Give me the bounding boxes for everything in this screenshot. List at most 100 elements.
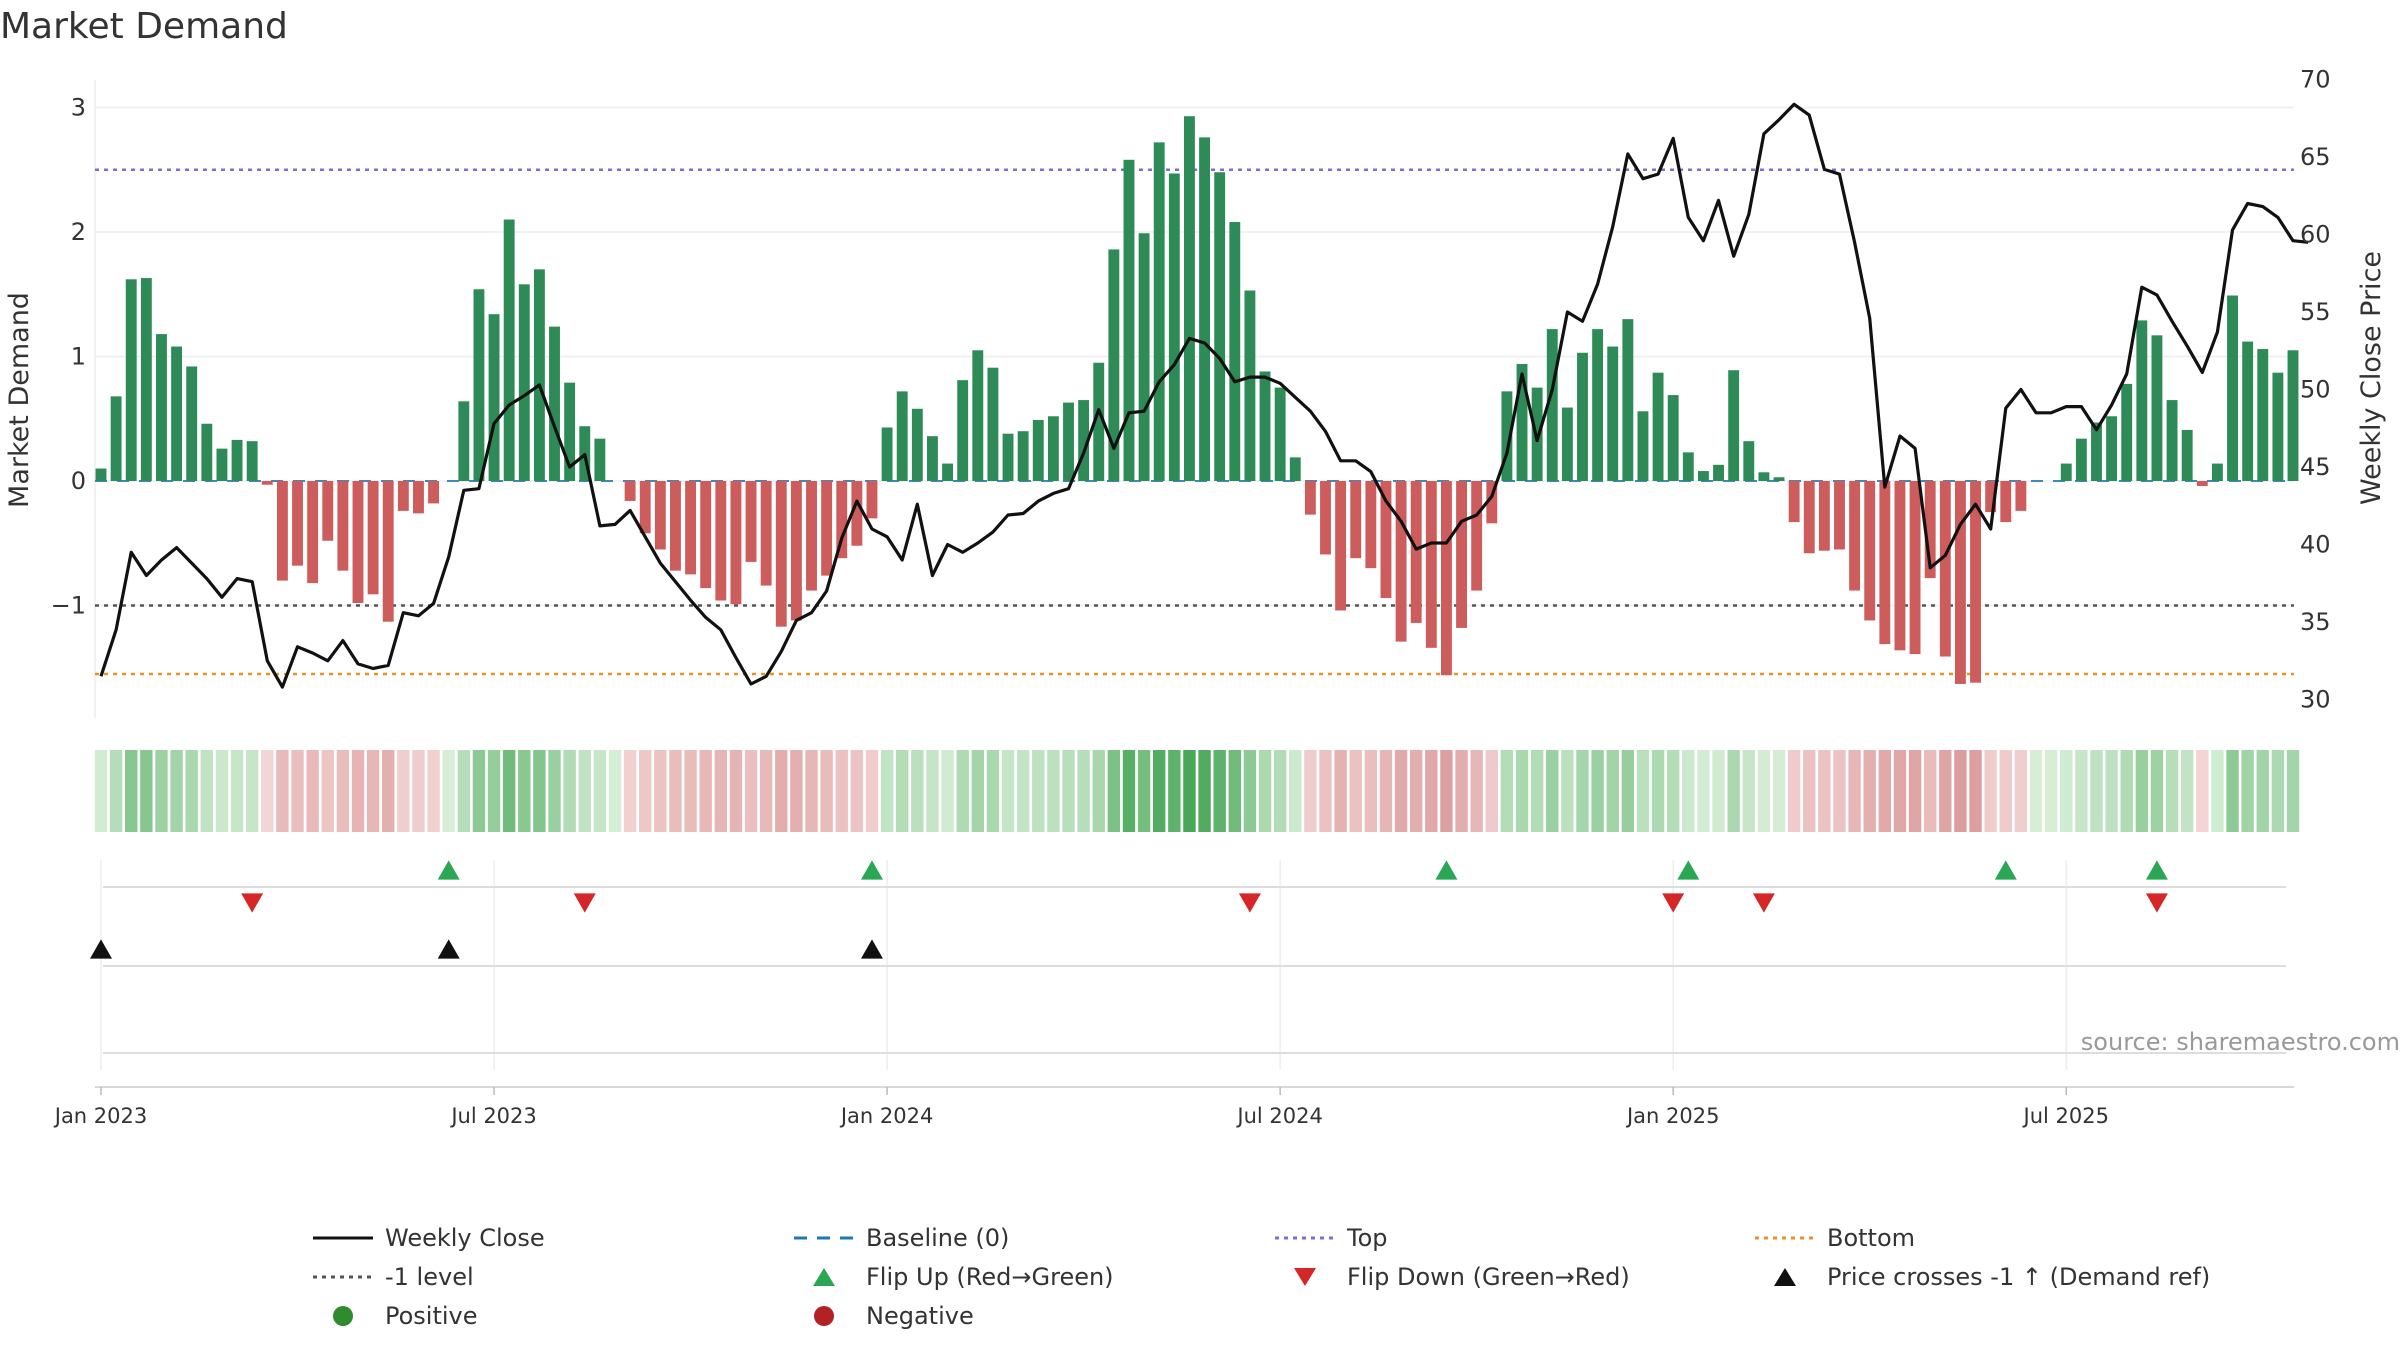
demand-bar-positive: [1743, 441, 1755, 481]
strip-cell: [941, 750, 954, 832]
demand-bar-negative: [1849, 481, 1861, 591]
demand-bar-positive: [1652, 372, 1664, 481]
strip-cell: [1032, 750, 1045, 832]
x-tick-label: Jan 2025: [1625, 1104, 1720, 1128]
strip-cell: [245, 750, 259, 832]
strip-cell: [986, 750, 1000, 832]
strip-cell: [1198, 750, 1211, 832]
strip-cell: [1289, 750, 1302, 832]
strip-cell: [896, 750, 909, 832]
demand-bar-positive: [1047, 416, 1059, 481]
strip-cell: [1908, 750, 1922, 832]
demand-bar-negative: [1440, 481, 1452, 676]
strip-cell: [1440, 750, 1453, 832]
demand-bar-negative: [307, 481, 319, 584]
strip-cell: [1787, 750, 1801, 832]
strip-cell: [578, 750, 591, 832]
strip-cell: [1258, 750, 1272, 832]
demand-bar-positive: [987, 367, 999, 481]
demand-bar-negative: [1486, 481, 1498, 524]
demand-bar-positive: [2060, 463, 2072, 481]
strip-cell: [276, 750, 289, 832]
strip-cell: [1485, 750, 1498, 832]
strip-cell: [94, 750, 108, 832]
x-tick-label: Jan 2024: [839, 1104, 934, 1128]
demand-bar-negative: [866, 481, 878, 519]
strip-cell: [1349, 750, 1362, 832]
strip-cell: [1470, 750, 1483, 832]
demand-bar-positive: [95, 468, 107, 481]
demand-bar-positive: [246, 441, 258, 481]
demand-bar-positive: [2272, 372, 2284, 481]
demand-bar-positive: [2181, 429, 2193, 481]
strip-cell: [1107, 750, 1121, 832]
strip-cell: [1697, 750, 1710, 832]
demand-bar-positive: [2136, 320, 2148, 481]
y-right-tick-label: 60: [2300, 221, 2331, 249]
strip-cell: [1939, 750, 1952, 832]
legend-swatch-circle: [333, 1306, 353, 1326]
demand-bar-positive: [1214, 172, 1226, 482]
demand-bar-positive: [1546, 329, 1558, 481]
demand-bar-negative: [760, 481, 772, 586]
chart-title: Market Demand: [0, 6, 288, 47]
demand-color-strip: [94, 750, 2300, 832]
strip-cell: [699, 750, 712, 832]
y-tick-label: −1: [51, 592, 86, 620]
demand-bar-positive: [2287, 350, 2299, 481]
demand-bar-positive: [549, 326, 560, 481]
demand-bar-positive: [488, 314, 500, 481]
strip-cell: [654, 750, 667, 832]
demand-bar-negative: [639, 481, 651, 534]
strip-cell: [185, 750, 198, 832]
demand-bar-positive: [110, 396, 122, 481]
strip-cell: [2286, 750, 2300, 832]
strip-cell: [1515, 750, 1529, 832]
demand-bar-positive: [201, 423, 213, 481]
strip-cell: [926, 750, 939, 832]
strip-cell: [623, 750, 637, 832]
strip-cell: [125, 750, 138, 832]
demand-bar-negative: [1864, 481, 1876, 621]
demand-bar-negative: [1939, 481, 1951, 657]
demand-bar-positive: [1501, 391, 1513, 481]
demand-bar-negative: [1471, 481, 1483, 591]
strip-cell: [1364, 750, 1378, 832]
strip-cell: [306, 750, 319, 832]
strip-cell: [1833, 750, 1846, 832]
demand-bar-negative: [352, 481, 364, 604]
strip-cell: [2120, 750, 2133, 832]
price-cross-marker: [90, 939, 112, 959]
strip-cell: [1379, 750, 1393, 832]
demand-bar-negative: [654, 481, 666, 550]
price-line-layer: [99, 102, 2309, 689]
demand-bar-positive: [186, 366, 198, 481]
demand-bars: [95, 116, 2299, 684]
legend-label: Weekly Close: [385, 1224, 545, 1252]
demand-bar-positive: [1168, 173, 1180, 482]
demand-bar-positive: [125, 279, 137, 481]
strip-cell: [1636, 750, 1650, 832]
strip-cell: [1621, 750, 1635, 832]
x-tick-label: Jul 2024: [1235, 1104, 1322, 1128]
demand-bar-negative: [851, 481, 863, 546]
legend-swatch-triangle-down: [1294, 1268, 1316, 1286]
y-tick-labels: 3 2 1 0 −1 70 65 60 55 50 45 40 35 30: [51, 66, 2331, 714]
demand-bar-negative: [276, 481, 288, 581]
demand-bar-positive: [1244, 290, 1256, 481]
legend-label: Bottom: [1827, 1224, 1915, 1252]
strip-cell: [1228, 750, 1241, 832]
legend: Weekly Close Baseline (0) Top Bottom -1 leve…: [313, 1224, 2210, 1330]
strip-cell: [2044, 750, 2058, 832]
strip-cell: [1410, 750, 1423, 832]
strip-cell: [457, 750, 471, 832]
demand-bar-negative: [2196, 481, 2208, 486]
strip-cell: [1772, 750, 1786, 832]
demand-bar-negative: [1924, 481, 1936, 579]
demand-bar-positive: [140, 278, 152, 481]
legend-label: -1 level: [385, 1263, 474, 1291]
strip-cell: [427, 750, 440, 832]
strip-cell: [971, 750, 984, 832]
